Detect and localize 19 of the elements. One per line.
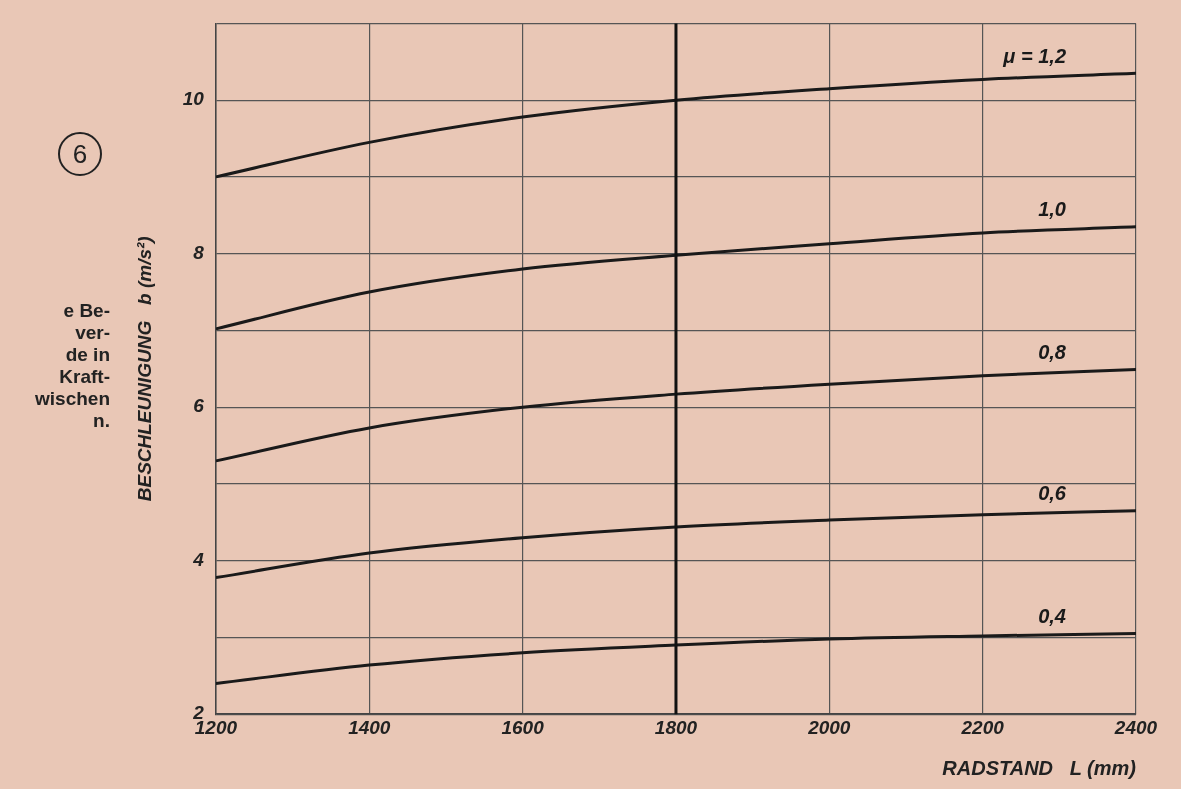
text: e Be- ver- de in Kraft- wischen n. <box>34 300 110 432</box>
x-tick-label: 1400 <box>348 716 391 738</box>
y-tick-label: 10 <box>182 88 205 110</box>
x-tick-label: 2000 <box>807 716 851 738</box>
y-axis-title: BESCHLEUNIGUNG b (m/s²) <box>133 236 155 502</box>
series-label: 0,4 <box>1038 605 1066 628</box>
series-label: μ = 1,2 <box>1002 44 1066 67</box>
x-tick-label: 2400 <box>1113 716 1158 738</box>
x-tick-label: 2200 <box>960 716 1005 738</box>
series-label: 0,8 <box>1038 341 1067 364</box>
y-tick-label: 8 <box>193 241 205 263</box>
y-tick-label: 6 <box>193 395 205 417</box>
series-label: 0,6 <box>1038 482 1067 505</box>
y-tick-label: 4 <box>192 548 205 570</box>
series-label: 1,0 <box>1038 198 1066 221</box>
x-axis-title: RADSTAND L (mm) <box>942 756 1137 779</box>
x-tick-label: 1800 <box>654 716 698 738</box>
text: 6 <box>58 132 102 176</box>
x-tick-label: 1600 <box>501 716 545 738</box>
